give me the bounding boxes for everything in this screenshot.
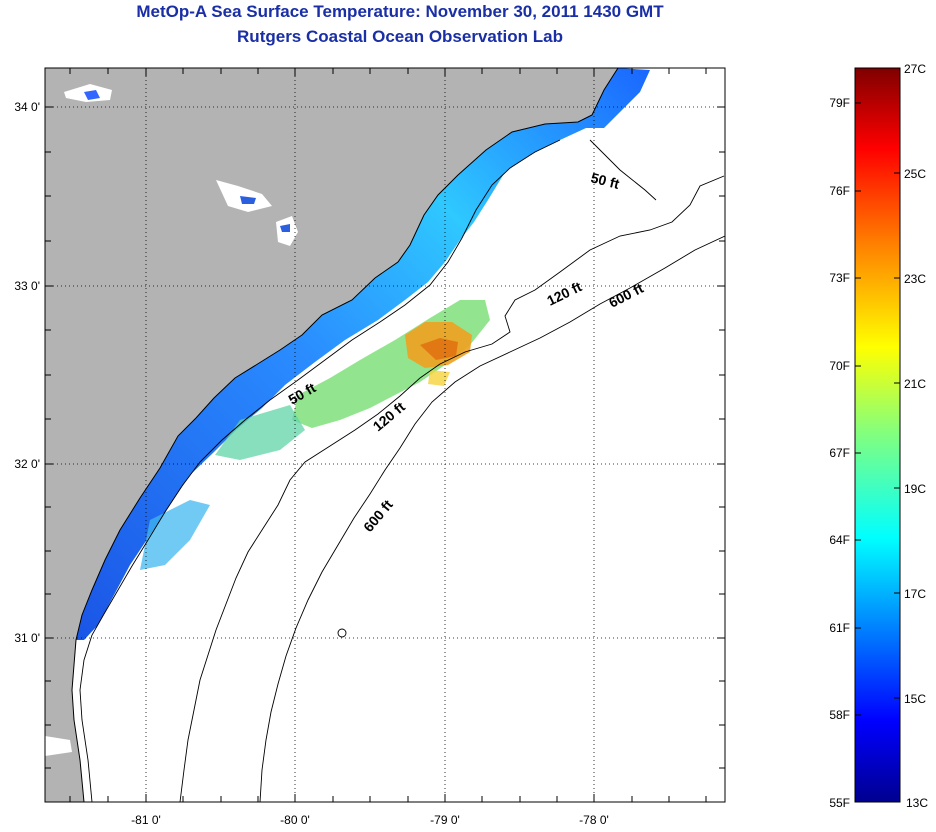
lon-label: -80 0'	[280, 813, 310, 827]
colorbar-celsius-label: 17C	[904, 587, 926, 601]
bathymetry-ring	[337, 628, 347, 638]
lat-label: 31 0'	[14, 631, 40, 645]
contour-120ft	[179, 175, 725, 802]
colorbar-celsius-label: 27C	[904, 62, 926, 76]
contour-label: 50 ft	[589, 169, 621, 192]
sst-hot-spot	[420, 338, 458, 360]
lat-label: 34 0'	[14, 100, 40, 114]
map-title: MetOp-A Sea Surface Temperature: Novembe…	[136, 2, 664, 21]
lon-label: -79 0'	[430, 813, 460, 827]
colorbar	[854, 67, 901, 803]
map-subtitle: Rutgers Coastal Ocean Observation Lab	[237, 27, 563, 46]
colorbar-fahrenheit-label: 73F	[829, 271, 850, 285]
colorbar-celsius-label: 19C	[904, 482, 926, 496]
inland-water	[240, 196, 256, 204]
colorbar-fahrenheit-label: 58F	[829, 708, 850, 722]
colorbar-fahrenheit-label: 76F	[829, 184, 850, 198]
coastline	[71, 68, 619, 802]
colorbar-fahrenheit-label: 70F	[829, 359, 850, 373]
axis-ticks	[45, 68, 725, 802]
inland-water	[280, 224, 290, 232]
colorbar-fahrenheit-label: 79F	[829, 96, 850, 110]
colorbar-celsius-label: 15C	[904, 692, 926, 706]
sst-green-patch	[215, 405, 305, 460]
colorbar-ticks	[855, 102, 900, 716]
colorbar-celsius-label: 23C	[904, 272, 926, 286]
sst-coastal-band	[76, 68, 650, 640]
lat-label: 33 0'	[14, 279, 40, 293]
sst-yellow-patch	[428, 370, 450, 386]
lon-label: -78 0'	[579, 813, 609, 827]
colorbar-fahrenheit-label: 61F	[829, 621, 850, 635]
colorbar-fahrenheit-label: 67F	[829, 446, 850, 460]
colorbar-celsius-label: 21C	[904, 377, 926, 391]
contour-50ft	[79, 139, 657, 802]
inland-water	[216, 180, 272, 212]
sst-cyan-patch	[140, 500, 210, 570]
colorbar-fahrenheit-label: 64F	[829, 533, 850, 547]
colorbar-celsius-label: 25C	[904, 167, 926, 181]
contour-600ft	[259, 235, 725, 802]
colorbar-fahrenheit-label: 55F	[829, 796, 850, 810]
map-grid	[45, 68, 725, 802]
inland-water	[45, 736, 72, 756]
land-mass	[45, 68, 618, 802]
lat-label: 32 0'	[14, 457, 40, 471]
map-frame	[44, 67, 726, 803]
lon-label: -81 0'	[131, 813, 161, 827]
colorbar-celsius-label: 13C	[906, 796, 928, 810]
inland-water	[84, 90, 100, 100]
